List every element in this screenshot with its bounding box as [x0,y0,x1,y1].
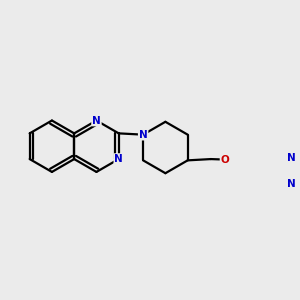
Text: O: O [220,154,229,165]
Text: N: N [139,130,148,140]
Text: N: N [92,116,101,125]
Text: N: N [287,179,296,189]
Text: N: N [287,153,296,163]
Text: N: N [114,154,123,164]
